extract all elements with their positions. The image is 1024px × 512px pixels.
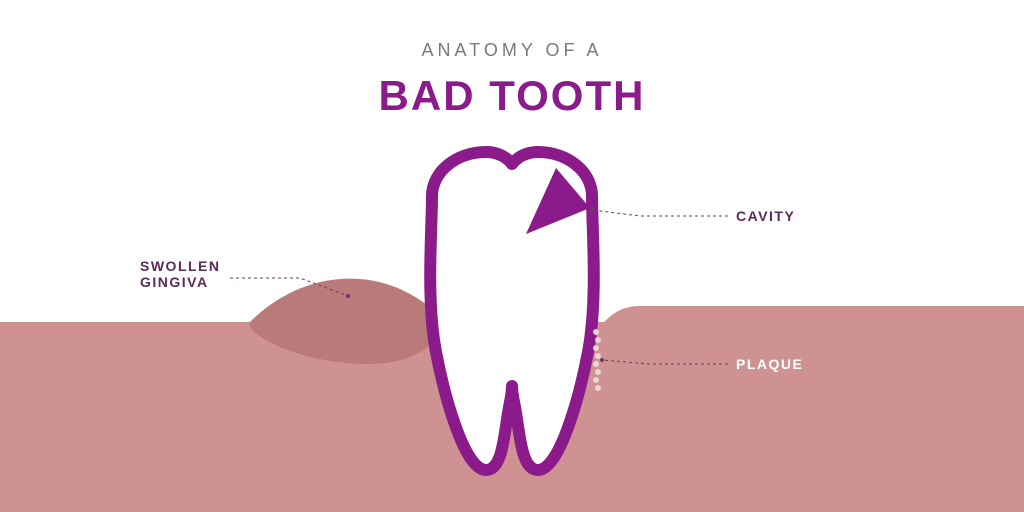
plaque-dot bbox=[593, 377, 599, 383]
plaque-dot bbox=[595, 353, 601, 359]
diagram-svg bbox=[0, 0, 1024, 512]
plaque-dot bbox=[593, 345, 599, 351]
plaque-dot bbox=[593, 361, 599, 367]
label-swollen-gingiva: SWOLLEN GINGIVA bbox=[140, 258, 221, 290]
infographic-stage: ANATOMY OF A BAD TOOTH SWOLLEN GINGIVACA… bbox=[0, 0, 1024, 512]
leader-dot-plaque bbox=[600, 358, 604, 362]
label-cavity: CAVITY bbox=[736, 208, 795, 224]
plaque-dot bbox=[593, 329, 599, 335]
plaque-dot bbox=[595, 337, 601, 343]
leader-cavity bbox=[592, 210, 728, 216]
plaque-dot bbox=[595, 369, 601, 375]
label-plaque: PLAQUE bbox=[736, 356, 803, 372]
leader-dot-cavity bbox=[590, 208, 594, 212]
leader-dot-swollen-gingiva bbox=[346, 294, 350, 298]
plaque-dot bbox=[595, 385, 601, 391]
